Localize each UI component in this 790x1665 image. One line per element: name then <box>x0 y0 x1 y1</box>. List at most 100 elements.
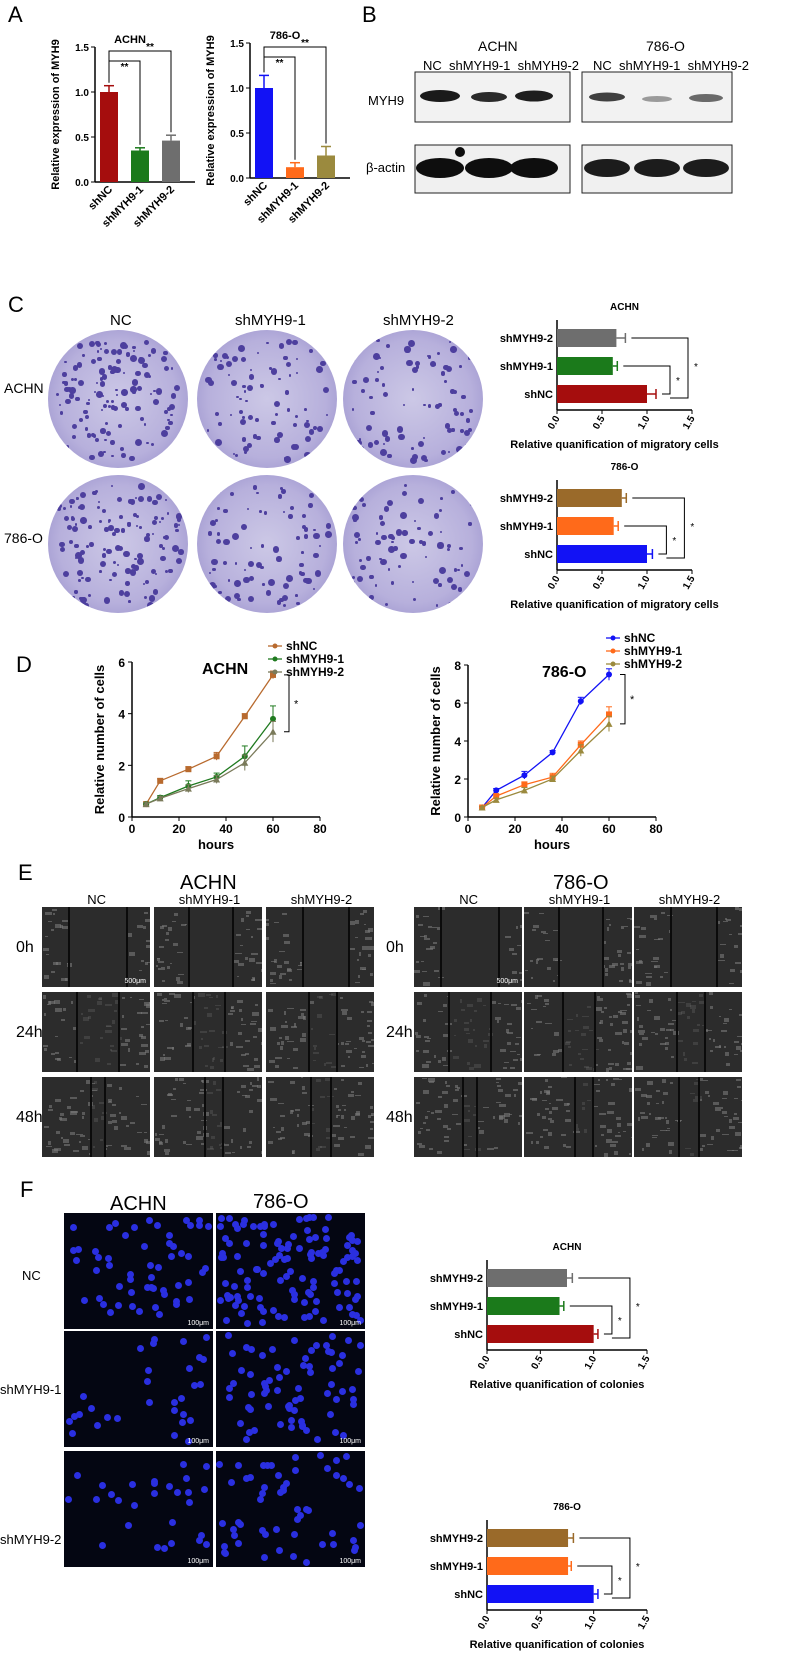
cell-texture <box>158 1141 163 1144</box>
colony <box>367 442 374 448</box>
colony <box>82 354 85 357</box>
cell-texture <box>424 934 428 939</box>
colony <box>176 517 182 523</box>
cell-texture <box>516 1006 522 1011</box>
cell-texture <box>341 1079 344 1081</box>
cell-texture <box>506 1028 509 1033</box>
colony <box>362 376 369 383</box>
cell-texture <box>340 1008 348 1011</box>
cell-texture <box>545 1078 548 1083</box>
colony <box>88 340 96 348</box>
x-tick-label: 60 <box>602 822 616 836</box>
nucleus <box>305 1289 313 1297</box>
cell-texture <box>617 1131 620 1134</box>
x-axis-label: Relative quanification of migratory cell… <box>510 439 718 451</box>
cell-texture <box>646 1101 650 1106</box>
cell-texture <box>658 1116 665 1119</box>
nucleus <box>239 1220 247 1228</box>
cell-texture <box>362 1051 365 1053</box>
colony <box>76 362 83 368</box>
nucleus <box>277 1245 285 1253</box>
cell-texture <box>519 1057 522 1061</box>
sig-bracket <box>632 497 685 559</box>
cell-texture <box>358 1081 362 1085</box>
nucleus <box>303 1227 311 1235</box>
scratch-edge-line <box>232 907 234 987</box>
colony <box>64 386 71 393</box>
nucleus <box>345 1481 353 1489</box>
cell-texture <box>665 1029 671 1031</box>
colony <box>358 496 365 503</box>
nucleus <box>280 1487 288 1495</box>
cell-texture <box>246 1145 251 1148</box>
category-label: shMYH9-1 <box>430 1301 483 1313</box>
series-line-shmyh9-2 <box>145 731 274 805</box>
cell-texture <box>234 952 242 955</box>
cell-texture <box>200 1143 206 1146</box>
colony <box>136 385 142 391</box>
sig-mark: * <box>636 1302 640 1313</box>
nucleus <box>283 1254 291 1262</box>
nucleus <box>333 1288 341 1296</box>
cell-texture <box>209 996 213 999</box>
colony <box>205 502 209 507</box>
nucleus <box>294 1516 302 1524</box>
cell-texture <box>140 1026 145 1028</box>
nucleus <box>309 1214 317 1222</box>
cell-texture <box>215 1007 220 1011</box>
sig-mark: * <box>690 522 694 533</box>
scratch-image-tile <box>42 992 150 1072</box>
nucleus <box>310 1283 318 1291</box>
legend-label: shNC <box>624 631 656 645</box>
x-tick-label: 0.0 <box>476 1614 493 1632</box>
cell-texture <box>424 1035 430 1039</box>
nucleus <box>170 1432 178 1440</box>
colony <box>456 568 460 572</box>
cell-texture <box>705 1030 712 1032</box>
colony <box>313 552 319 559</box>
cell-texture <box>659 976 664 978</box>
scratch-edge-line <box>126 907 128 987</box>
nucleus <box>296 1395 304 1403</box>
y-tick-label: 4 <box>118 708 125 722</box>
colony <box>213 353 218 358</box>
nucleus <box>353 1311 361 1319</box>
colony <box>99 560 106 567</box>
fluo-col-label-786o: 786-O <box>253 1191 309 1213</box>
cell-texture <box>626 1122 632 1127</box>
nucleus <box>272 1256 280 1264</box>
colony <box>223 538 230 546</box>
scratch-edge-line <box>188 907 190 987</box>
colony <box>163 535 167 539</box>
colony <box>292 422 298 428</box>
colony <box>247 414 253 420</box>
cell-texture <box>582 1083 588 1087</box>
cell-texture <box>106 1084 113 1087</box>
cell-texture <box>739 925 742 927</box>
scratch-col-label-shmyh9-2: shMYH9-2 <box>290 892 353 907</box>
colony <box>384 436 391 442</box>
colony <box>252 485 258 490</box>
nucleus <box>126 1271 134 1279</box>
cell-texture <box>603 957 610 960</box>
cell-texture <box>283 934 290 937</box>
cell-texture <box>721 1030 728 1033</box>
scale-bar-label: 100μm <box>187 1438 209 1445</box>
cell-texture <box>712 1038 715 1042</box>
colony <box>233 579 241 587</box>
cell-texture <box>476 1127 481 1129</box>
colony <box>357 483 363 489</box>
colony <box>92 490 97 496</box>
cell-texture <box>653 917 657 921</box>
cell-texture <box>337 1136 344 1141</box>
colony <box>87 398 91 401</box>
cell-texture <box>526 1002 532 1004</box>
nucleus <box>274 1472 282 1480</box>
cell-texture <box>293 1048 298 1051</box>
sig-mark: * <box>618 1316 622 1327</box>
nucleus <box>66 1418 74 1426</box>
cell-texture <box>544 939 550 942</box>
bar-shmyh9-2 <box>557 329 617 347</box>
